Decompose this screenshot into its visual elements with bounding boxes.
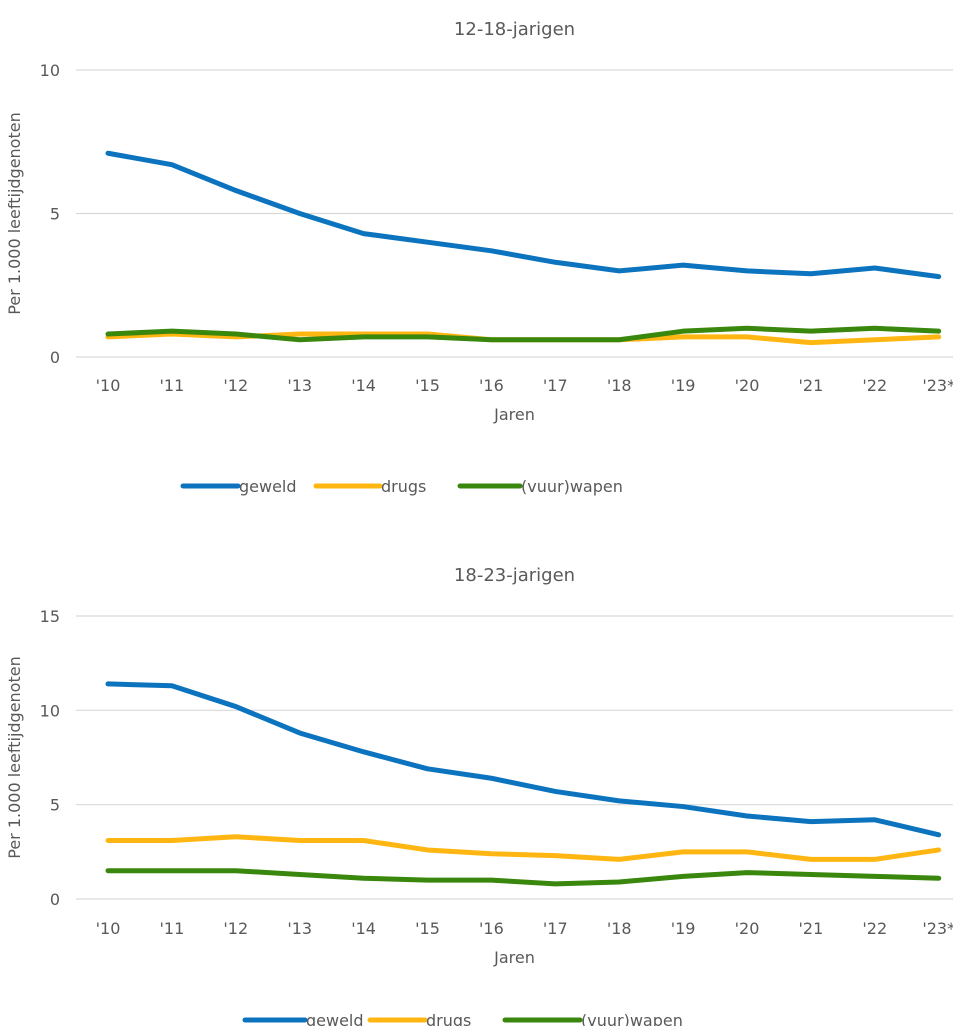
x-tick-label: '18: [607, 919, 632, 938]
legend-label: geweld: [239, 477, 297, 496]
x-tick-label: '23*: [922, 919, 953, 938]
y-tick-label: 5: [50, 205, 60, 224]
x-tick-label: '13: [287, 376, 312, 395]
x-tick-label: '17: [543, 376, 568, 395]
legend-item: (vuur)wapen: [457, 477, 623, 496]
legend-item: geweld: [242, 1011, 364, 1030]
chart-title: 12-18-jarigen: [454, 19, 575, 40]
x-tick-label: '16: [479, 919, 504, 938]
x-tick-label: '10: [96, 919, 121, 938]
y-axis-label: Per 1.000 leeftijdgenoten: [5, 656, 24, 858]
x-tick-label: '14: [351, 919, 376, 938]
x-axis-label: Jaren: [493, 948, 535, 967]
y-tick-label: 0: [50, 890, 60, 909]
legend-item: (vuur)wapen: [502, 1011, 683, 1030]
y-tick-label: 15: [40, 607, 60, 626]
x-tick-label: '21: [799, 376, 824, 395]
legend-item: drugs: [367, 1011, 471, 1030]
series-line-geweld: [105, 150, 942, 280]
x-tick-label: '12: [223, 919, 248, 938]
legend-label: (vuur)wapen: [581, 1011, 683, 1026]
x-tick-label: '23*: [922, 376, 953, 395]
series-line-vuurwapen: [105, 325, 942, 343]
series-line-geweld: [105, 681, 942, 838]
x-tick-label: '22: [862, 919, 887, 938]
x-tick-label: '13: [287, 919, 312, 938]
legend-label: geweld: [306, 1011, 364, 1026]
x-tick-label: '15: [415, 376, 440, 395]
x-tick-label: '11: [160, 919, 185, 938]
chart-2: 18-23-jarigen 0 5 10 15 '10 '11 '12 '13 '14 '15 '16…: [5, 565, 953, 1030]
y-tick-label: 10: [40, 61, 60, 80]
y-axis-label: Per 1.000 leeftijdgenoten: [5, 112, 24, 314]
x-tick-label: '22: [862, 376, 887, 395]
x-tick-label: '16: [479, 376, 504, 395]
x-tick-label: '12: [223, 376, 248, 395]
chart-title: 18-23-jarigen: [454, 565, 575, 586]
y-tick-label: 0: [50, 348, 60, 367]
x-tick-label: '15: [415, 919, 440, 938]
y-tick-label: 10: [40, 701, 60, 720]
x-tick-label: '19: [671, 376, 696, 395]
legend-item: drugs: [313, 477, 426, 496]
x-axis-label: Jaren: [493, 405, 535, 424]
x-tick-label: '21: [799, 919, 824, 938]
series-line-drugs: [105, 834, 942, 862]
x-tick-label: '11: [160, 376, 185, 395]
x-tick-label: '18: [607, 376, 632, 395]
x-tick-label: '14: [351, 376, 376, 395]
x-tick-label: '19: [671, 919, 696, 938]
legend-label: drugs: [426, 1011, 471, 1026]
x-tick-label: '17: [543, 919, 568, 938]
legend-item: geweld: [180, 477, 297, 496]
legend-label: (vuur)wapen: [521, 477, 623, 496]
chart-1: 12-18-jarigen 0 5 10 '10 '11 '12 '13 '14 '15 '16 '1…: [5, 19, 953, 496]
legend-label: drugs: [381, 477, 426, 496]
x-tick-label: '10: [96, 376, 121, 395]
y-tick-label: 5: [50, 796, 60, 815]
x-tick-label: '20: [735, 919, 760, 938]
series-line-vuurwapen: [105, 868, 942, 887]
x-tick-label: '20: [735, 376, 760, 395]
